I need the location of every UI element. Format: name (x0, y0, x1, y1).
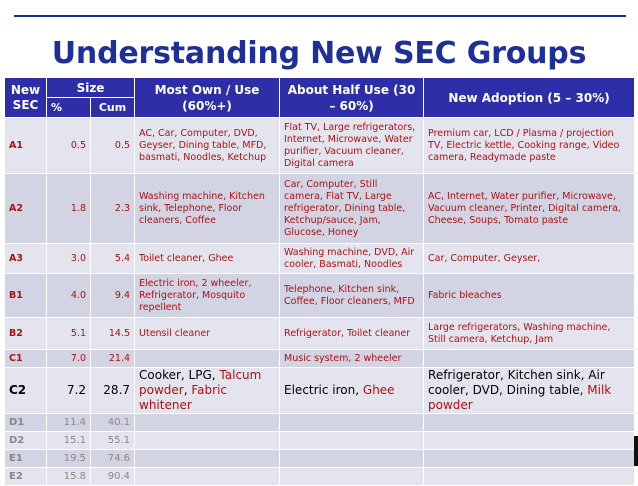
size-cum: 90.4 (89, 467, 136, 486)
size-cum: 55.1 (89, 431, 136, 450)
sec-label: B1 (4, 273, 47, 318)
most-own-cell: Toilet cleaner, Ghee (134, 243, 281, 274)
size-pct: 7.2 (46, 367, 91, 414)
most-own-cell: Cooker, LPG, Talcum powder, Fabric white… (134, 367, 281, 414)
header-most-own: Most Own / Use (60%+) (134, 77, 281, 118)
highlight-text: Fabric whitener (139, 383, 228, 412)
header-new-sec: New SEC (4, 77, 47, 118)
size-pct: 5.1 (46, 317, 91, 350)
sec-label: B2 (4, 317, 47, 350)
text-part: Cooker, LPG, (139, 368, 220, 383)
sec-label: C1 (4, 349, 47, 368)
table-row: A2 1.8 2.3 Washing machine, Kitchen sink… (4, 173, 636, 244)
highlight-text: Ghee (362, 383, 395, 397)
most-own-cell: Electric iron, 2 wheeler, Refrigerator, … (134, 273, 281, 318)
header-cum: Cum (89, 97, 136, 118)
table-row: C1 7.0 21.4 Music system, 2 wheeler (4, 349, 636, 368)
size-cum: 28.7 (89, 367, 136, 414)
about-half-cell (279, 431, 425, 450)
size-pct: 7.0 (46, 349, 91, 368)
highlight-text: Talcum powder (139, 368, 262, 398)
new-adoption-cell: AC, Internet, Water purifier, Microwave,… (423, 173, 636, 244)
size-cum: 5.4 (89, 243, 136, 274)
sec-groups-table: New SEC Size Most Own / Use (60%+) About… (4, 77, 636, 486)
header-new-adoption: New Adoption (5 – 30%) (423, 77, 636, 118)
about-half-cell (279, 413, 425, 432)
new-adoption-cell: Car, Computer, Geyser, (423, 243, 636, 274)
sec-label: D1 (4, 413, 47, 432)
text-part: Refrigerator, Kitchen sink, Air cooler, … (428, 368, 605, 398)
header-size: Size (45, 77, 136, 98)
size-pct: 0.5 (46, 117, 91, 174)
most-own-cell: Utensil cleaner (134, 317, 281, 350)
new-adoption-cell: Premium car, LCD / Plasma / projection T… (423, 117, 636, 174)
new-adoption-cell (423, 431, 636, 450)
about-half-cell: Washing machine, DVD, Air cooler, Basmat… (279, 243, 425, 274)
table-row: E1 19.5 74.6 (4, 449, 636, 468)
text-part: , (183, 383, 192, 397)
header-pct: % (46, 97, 91, 118)
size-pct: 19.5 (46, 449, 91, 468)
about-half-cell: Music system, 2 wheeler (279, 349, 425, 368)
new-adoption-cell (423, 349, 636, 368)
table-row: D1 11.4 40.1 (4, 413, 636, 432)
table-row: C2 7.2 28.7 Cooker, LPG, Talcum powder, … (4, 367, 636, 414)
new-adoption-cell (423, 449, 636, 468)
table-row: B2 5.1 14.5 Utensil cleaner Refrigerator… (4, 317, 636, 350)
size-cum: 14.5 (89, 317, 136, 350)
size-pct: 4.0 (46, 273, 91, 318)
sec-label: D2 (4, 431, 47, 450)
about-half-cell: Electric iron, Ghee (279, 367, 425, 414)
size-cum: 21.4 (89, 349, 136, 368)
table-row: A1 0.5 0.5 AC, Car, Computer, DVD, Geyse… (4, 117, 636, 174)
sec-label: A1 (4, 117, 47, 174)
new-adoption-cell (423, 467, 636, 486)
page-title: Understanding New SEC Groups (51, 36, 587, 71)
sec-label: A3 (4, 243, 47, 274)
size-pct: 1.8 (46, 173, 91, 244)
text-part: Electric iron, (284, 383, 363, 397)
most-own-cell (134, 449, 281, 468)
size-cum: 74.6 (89, 449, 136, 468)
edge-marker (634, 436, 638, 466)
sec-label: E2 (4, 467, 47, 486)
new-adoption-cell: Fabric bleaches (423, 273, 636, 318)
most-own-cell (134, 467, 281, 486)
new-adoption-cell: Large refrigerators, Washing machine, St… (423, 317, 636, 350)
about-half-cell (279, 449, 425, 468)
title-rule (14, 15, 626, 17)
size-pct: 15.1 (46, 431, 91, 450)
about-half-cell: Refrigerator, Toilet cleaner (279, 317, 425, 350)
about-half-cell: Telephone, Kitchen sink, Coffee, Floor c… (279, 273, 425, 318)
sec-label: C2 (4, 367, 47, 414)
most-own-cell (134, 431, 281, 450)
new-adoption-cell: Refrigerator, Kitchen sink, Air cooler, … (423, 367, 636, 414)
about-half-cell: Car, Computer, Still camera, Flat TV, La… (279, 173, 425, 244)
sec-label: E1 (4, 449, 47, 468)
size-pct: 3.0 (46, 243, 91, 274)
size-cum: 2.3 (89, 173, 136, 244)
size-pct: 11.4 (46, 413, 91, 432)
size-cum: 9.4 (89, 273, 136, 318)
size-cum: 40.1 (89, 413, 136, 432)
size-pct: 15.8 (46, 467, 91, 486)
most-own-cell: AC, Car, Computer, DVD, Geyser, Dining t… (134, 117, 281, 174)
new-adoption-cell (423, 413, 636, 432)
size-cum: 0.5 (89, 117, 136, 174)
highlight-text: Milk powder (428, 383, 612, 412)
table-row: A3 3.0 5.4 Toilet cleaner, Ghee Washing … (4, 243, 636, 274)
table-row: E2 15.8 90.4 (4, 467, 636, 486)
most-own-cell (134, 413, 281, 432)
table-row: B1 4.0 9.4 Electric iron, 2 wheeler, Ref… (4, 273, 636, 318)
header-about-half: About Half Use (30 – 60%) (279, 77, 425, 118)
most-own-cell: Washing machine, Kitchen sink, Telephone… (134, 173, 281, 244)
table-row: D2 15.1 55.1 (4, 431, 636, 450)
about-half-cell: Flat TV, Large refrigerators, Internet, … (279, 117, 425, 174)
most-own-cell (134, 349, 281, 368)
about-half-cell (279, 467, 425, 486)
sec-label: A2 (4, 173, 47, 244)
